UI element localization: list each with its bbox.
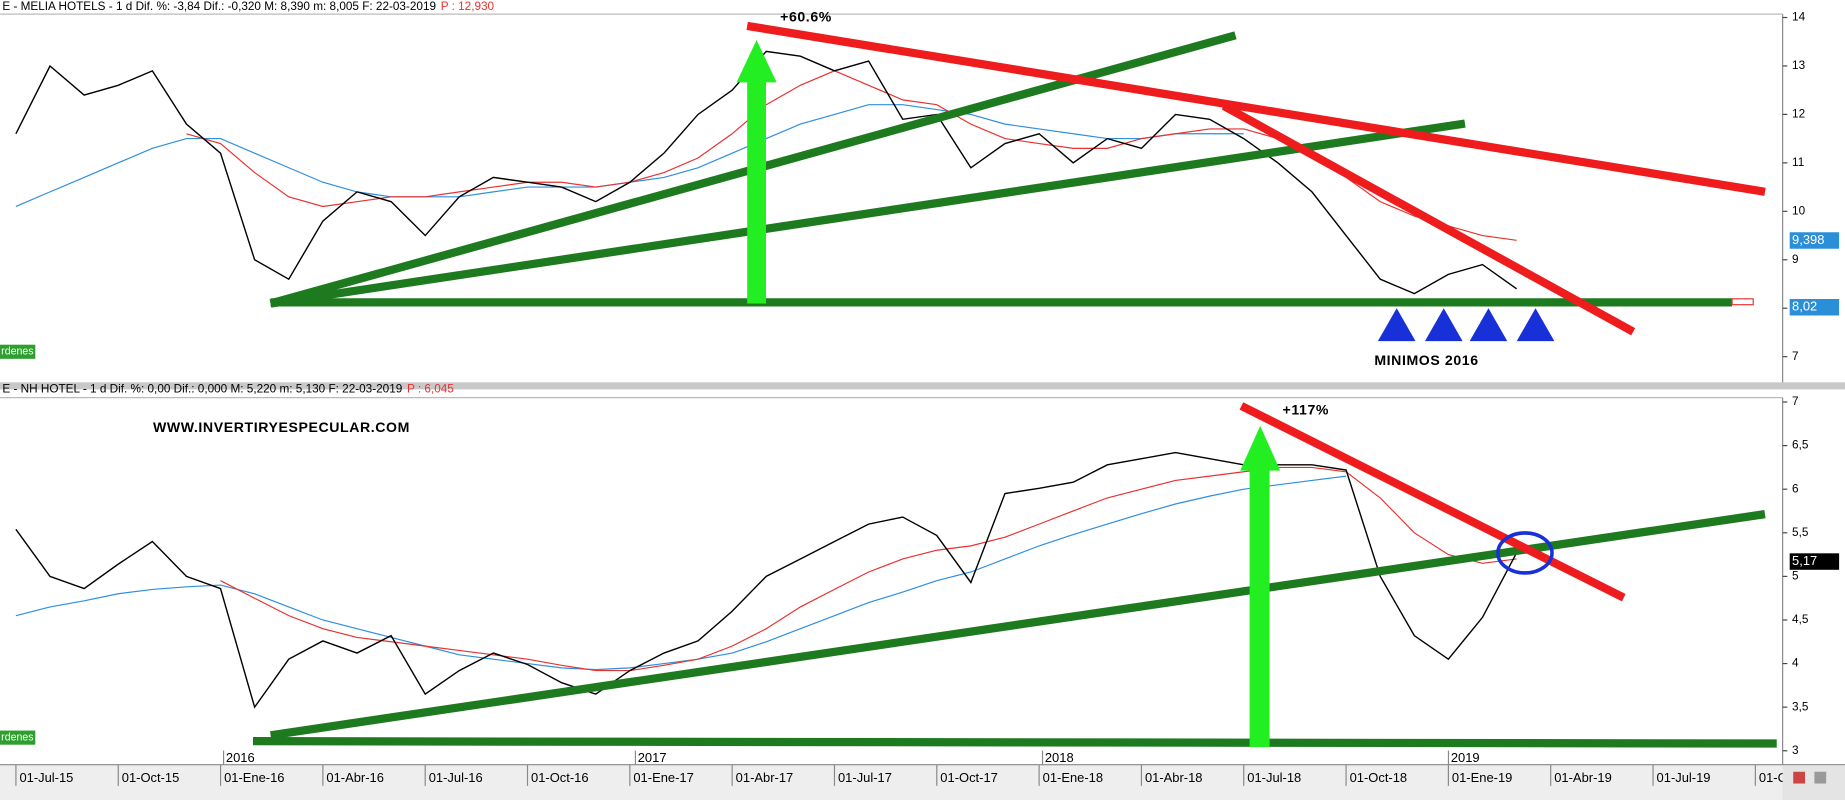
price-label: 5,17 xyxy=(1792,553,1817,568)
arrow-head xyxy=(1240,425,1281,471)
x-tick-label: 01-Jul-15 xyxy=(19,770,73,785)
x-tick-label: 01-Abr-16 xyxy=(326,770,384,785)
y-tick-label: 10 xyxy=(1792,204,1806,217)
x-tick-label: 01-Oct-17 xyxy=(940,770,998,785)
marker-triangle xyxy=(1424,308,1463,342)
support-line xyxy=(252,737,1777,748)
y-tick-label: 7 xyxy=(1792,350,1799,363)
y-tick-label: 11 xyxy=(1792,156,1804,169)
y-tick-label: 5 xyxy=(1792,569,1799,582)
price-label: 8,02 xyxy=(1792,299,1817,314)
y-tick-label: 5,5 xyxy=(1792,526,1809,539)
x-tick-label: 01-Jul-19 xyxy=(1657,770,1711,785)
arrow-shaft xyxy=(747,80,767,304)
x-tick-label: 01-Ene-18 xyxy=(1043,770,1103,785)
price-box xyxy=(1789,553,1840,570)
panel-price: P : 6,045 xyxy=(407,383,454,396)
drawings xyxy=(252,21,1777,748)
price-box xyxy=(1789,299,1840,316)
price-line xyxy=(220,466,1517,672)
y-tick-label: 7 xyxy=(1792,395,1799,408)
year-label: 2018 xyxy=(1045,750,1074,765)
year-label: 2019 xyxy=(1451,750,1480,765)
year-label: 2016 xyxy=(226,750,255,765)
toolbar-icon[interactable] xyxy=(1793,771,1805,784)
y-tick-label: 6,5 xyxy=(1792,439,1809,452)
x-tick-label: 01-Jul-18 xyxy=(1247,770,1301,785)
trend-line xyxy=(270,510,1766,740)
y-tick-label: 6 xyxy=(1792,482,1799,495)
y-tick-label: 14 xyxy=(1792,11,1806,24)
year-label: 2017 xyxy=(638,750,667,765)
x-tick-label: 01-Abr-19 xyxy=(1554,770,1612,785)
price-label: 9,398 xyxy=(1792,232,1824,247)
x-tick-label: 01-Ene-17 xyxy=(633,770,693,785)
toolbar xyxy=(1782,765,1845,800)
tag-box xyxy=(0,344,36,359)
x-tick-label: 01-Oct-15 xyxy=(122,770,180,785)
marker-triangle xyxy=(1377,308,1416,342)
annotation: MINIMOS 2016 xyxy=(1374,352,1478,368)
x-tick-label: 01-Jul-17 xyxy=(838,770,892,785)
tag-box xyxy=(0,730,36,745)
panel-separator xyxy=(0,382,1845,390)
line-end xyxy=(1731,298,1754,306)
annotation: WWW.INVERTIRYESPECULAR.COM xyxy=(153,419,410,435)
panel-header: E - NH HOTEL - 1 d Dif. %: 0,00 Dif.: 0,… xyxy=(2,383,402,396)
y-tick-label: 12 xyxy=(1792,108,1805,121)
x-tick-label: 01-Jul-16 xyxy=(429,770,483,785)
y-tick-label: 3,5 xyxy=(1792,700,1809,713)
annotation: +117% xyxy=(1283,401,1330,417)
arrow-shaft xyxy=(1249,468,1270,748)
x-tick-label: 01-Abr-17 xyxy=(736,770,794,785)
trend-line xyxy=(746,21,1766,196)
trend-line xyxy=(1239,402,1626,602)
toolbar-icon[interactable] xyxy=(1814,771,1827,784)
marker-triangle xyxy=(1469,308,1508,342)
y-tick-label: 4,5 xyxy=(1792,613,1809,626)
x-tick-label: 01-Ene-19 xyxy=(1452,770,1512,785)
x-tick-label: 01-Ene-16 xyxy=(224,770,284,785)
x-tick-label: 01-Abr-18 xyxy=(1145,770,1203,785)
marker-triangle xyxy=(1516,308,1555,342)
y-tick-label: 3 xyxy=(1792,744,1799,757)
tag-label: rdenes xyxy=(1,731,33,743)
x-tick-label: 01-Oct-16 xyxy=(531,770,589,785)
y-tick-label: 9 xyxy=(1792,253,1799,266)
panel-price: P : 12,930 xyxy=(441,0,495,13)
price-box xyxy=(1789,232,1840,249)
tag-label: rdenes xyxy=(1,346,33,358)
axes-layer: 78910111213149,3988,0233,544,555,566,575… xyxy=(15,11,1840,786)
trend-line xyxy=(1221,102,1636,336)
y-tick-label: 13 xyxy=(1792,59,1806,72)
x-axis-strip xyxy=(0,764,1845,800)
x-tick-label: 01-Oct-18 xyxy=(1350,770,1408,785)
highlight-circle xyxy=(1496,531,1554,575)
trend-line xyxy=(270,119,1466,308)
annotation: +60.6% xyxy=(780,8,832,24)
y-tick-label: 4 xyxy=(1792,657,1799,670)
arrow-head xyxy=(736,40,777,83)
panel-header: E - MELIA HOTELS - 1 d Dif. %: -3,84 Dif… xyxy=(2,0,436,13)
